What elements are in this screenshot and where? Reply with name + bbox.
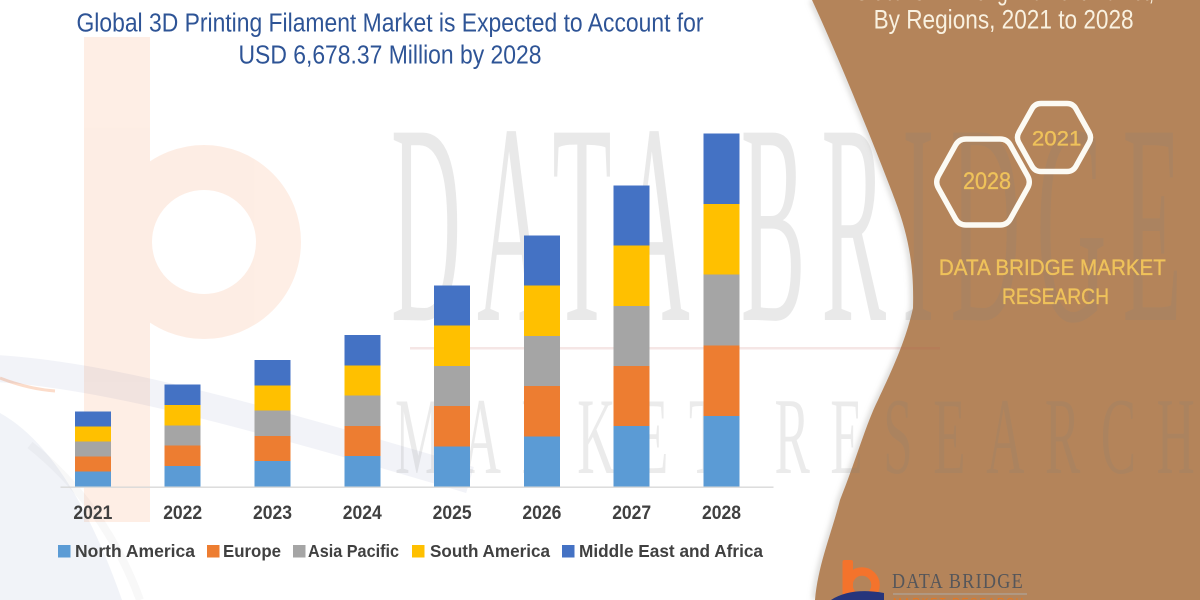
svg-text:2021: 2021 [1032,127,1082,151]
svg-text:2025: 2025 [433,502,472,524]
svg-text:DATA BRIDGE MARKET: DATA BRIDGE MARKET [939,255,1166,280]
svg-text:DATA BRIDGE: DATA BRIDGE [391,67,1198,383]
svg-text:2028: 2028 [963,168,1011,195]
svg-text:2024: 2024 [343,502,382,524]
svg-text:By Regions, 2021 to 2028: By Regions, 2021 to 2028 [874,5,1134,35]
svg-text:2023: 2023 [253,502,292,524]
svg-text:South America: South America [430,541,550,561]
svg-text:USD 6,678.37 Million by 2028: USD 6,678.37 Million by 2028 [239,42,542,70]
svg-text:MARKET RESEARCH: MARKET RESEARCH [893,597,1025,600]
svg-text:North America: North America [75,541,195,561]
svg-text:2026: 2026 [522,502,561,524]
svg-text:2027: 2027 [612,502,651,524]
svg-text:RESEARCH: RESEARCH [1002,284,1109,309]
svg-text:2021: 2021 [73,502,112,524]
svg-text:Asia Pacific: Asia Pacific [308,541,399,561]
svg-text:2028: 2028 [702,502,741,524]
svg-text:2022: 2022 [163,502,202,524]
svg-text:DATA BRIDGE: DATA BRIDGE [892,569,1024,593]
svg-text:Global 3D Printing Filament Ma: Global 3D Printing Filament Market, [854,0,1154,6]
svg-text:MARKET RESEARCH: MARKET RESEARCH [395,378,1200,497]
svg-text:Global 3D Printing Filament Ma: Global 3D Printing Filament Market is Ex… [77,10,704,38]
svg-text:Middle East and Africa: Middle East and Africa [579,541,763,561]
svg-text:Europe: Europe [223,541,281,561]
